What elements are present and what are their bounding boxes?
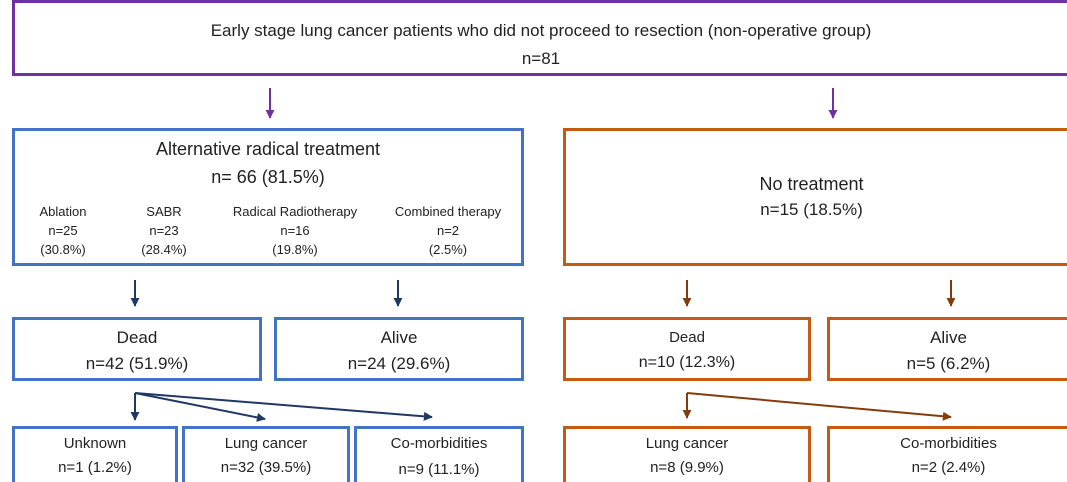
- modality-percent: (2.5%): [428, 242, 468, 257]
- modality-percent: (28.4%): [141, 242, 187, 257]
- cause-label: Co-morbidities: [900, 435, 997, 452]
- outcome-count: n=10 (12.3%): [638, 354, 736, 371]
- cause-label: Lung cancer: [224, 435, 308, 452]
- modality-name: Combined therapy: [394, 204, 502, 219]
- modality-name: Ablation: [39, 204, 87, 219]
- outcome-label: Dead: [116, 328, 158, 347]
- treated-title: Alternative radical treatment: [155, 139, 381, 159]
- untreated-count: n=15 (18.5%): [760, 200, 863, 219]
- outcome-label: Alive: [380, 328, 418, 347]
- outcome-label: Alive: [930, 328, 967, 347]
- modality-percent: (19.8%): [272, 242, 318, 257]
- cause-box: Lung cancer n=32 (39.5%): [182, 426, 350, 482]
- treated-box: Alternative radical treatment n= 66 (81.…: [12, 128, 524, 266]
- cause-count: n=2 (2.4%): [911, 459, 986, 476]
- treated-count: n= 66 (81.5%): [211, 167, 325, 187]
- cause-count: n=1 (1.2%): [58, 459, 132, 476]
- cause-box: Lung cancer n=8 (9.9%): [563, 426, 811, 482]
- root-count: n=81: [521, 49, 561, 68]
- untreated-box: No treatment n=15 (18.5%): [563, 128, 1067, 266]
- cause-box: Co-morbidities n=9 (11.1%): [354, 426, 524, 482]
- modality-count: n=23: [149, 223, 179, 238]
- cause-label: Lung cancer: [645, 435, 729, 452]
- outcome-box: Dead n=42 (51.9%): [12, 317, 262, 381]
- outcome-count: n=42 (51.9%): [85, 354, 189, 373]
- outcome-box: Alive n=5 (6.2%): [827, 317, 1067, 381]
- cause-box: Co-morbidities n=2 (2.4%): [827, 426, 1067, 482]
- root-title: Early stage lung cancer patients who did…: [210, 21, 872, 40]
- modality-count: n=2: [436, 223, 460, 238]
- untreated-title: No treatment: [759, 174, 864, 194]
- modality-count: n=16: [280, 223, 310, 238]
- cause-label: Unknown: [63, 435, 127, 452]
- cause-count: n=8 (9.9%): [650, 459, 724, 476]
- modality-count: n=25: [48, 223, 78, 238]
- outcome-box: Alive n=24 (29.6%): [274, 317, 524, 381]
- cause-box: Unknown n=1 (1.2%): [12, 426, 178, 482]
- cause-label: Co-morbidities: [390, 435, 488, 452]
- arrow: [134, 392, 433, 421]
- outcome-count: n=24 (29.6%): [347, 354, 451, 373]
- arrow: [686, 392, 952, 421]
- outcome-label: Dead: [669, 329, 705, 346]
- modality-name: SABR: [146, 204, 182, 219]
- modality-percent: (30.8%): [40, 242, 86, 257]
- root-box: Early stage lung cancer patients who did…: [12, 0, 1067, 76]
- cause-count: n=9 (11.1%): [398, 461, 480, 478]
- cause-count: n=32 (39.5%): [220, 459, 312, 476]
- modality-name: Radical Radiotherapy: [232, 204, 358, 219]
- outcome-count: n=5 (6.2%): [906, 354, 991, 373]
- outcome-box: Dead n=10 (12.3%): [563, 317, 811, 381]
- arrow: [134, 392, 266, 422]
